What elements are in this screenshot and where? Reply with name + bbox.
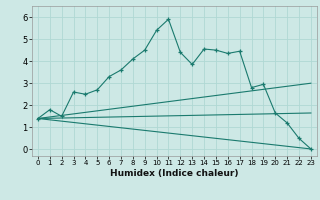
X-axis label: Humidex (Indice chaleur): Humidex (Indice chaleur) <box>110 169 239 178</box>
